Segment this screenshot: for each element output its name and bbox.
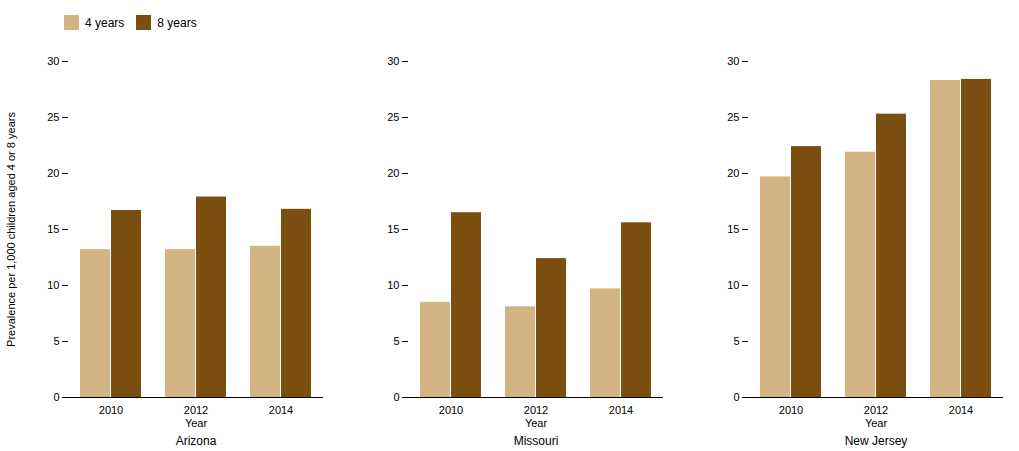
svg-text:New Jersey: New Jersey: [845, 434, 908, 448]
svg-text:0: 0: [733, 391, 739, 403]
svg-text:20: 20: [387, 167, 399, 179]
svg-text:Year: Year: [865, 417, 888, 429]
svg-text:2014: 2014: [609, 404, 633, 416]
svg-text:Arizona: Arizona: [176, 434, 217, 448]
svg-text:Prevalence per 1,000 children: Prevalence per 1,000 children aged 4 or …: [5, 112, 17, 347]
svg-text:10: 10: [47, 279, 59, 291]
svg-text:15: 15: [387, 223, 399, 235]
svg-text:0: 0: [53, 391, 59, 403]
svg-text:30: 30: [727, 55, 739, 67]
svg-text:2010: 2010: [99, 404, 123, 416]
svg-text:Year: Year: [525, 417, 548, 429]
svg-text:10: 10: [387, 279, 399, 291]
svg-text:Missouri: Missouri: [514, 434, 559, 448]
html-text:8 years: 8 years: [157, 15, 197, 30]
svg-text:5: 5: [733, 335, 739, 347]
html-text:4 years: 4 years: [85, 15, 125, 30]
svg-text:2010: 2010: [439, 404, 463, 416]
svg-text:2014: 2014: [949, 404, 973, 416]
svg-text:10: 10: [727, 279, 739, 291]
svg-text:Year: Year: [185, 417, 208, 429]
svg-text:25: 25: [47, 111, 59, 123]
svg-text:15: 15: [727, 223, 739, 235]
svg-text:5: 5: [53, 335, 59, 347]
svg-text:15: 15: [47, 223, 59, 235]
svg-text:20: 20: [47, 167, 59, 179]
svg-text:5: 5: [393, 335, 399, 347]
svg-text:20: 20: [727, 167, 739, 179]
svg-text:2014: 2014: [269, 404, 293, 416]
svg-text:30: 30: [47, 55, 59, 67]
svg-text:2012: 2012: [864, 404, 888, 416]
svg-text:25: 25: [727, 111, 739, 123]
svg-text:2010: 2010: [779, 404, 803, 416]
svg-text:25: 25: [387, 111, 399, 123]
svg-text:30: 30: [387, 55, 399, 67]
svg-text:0: 0: [393, 391, 399, 403]
svg-text:2012: 2012: [524, 404, 548, 416]
svg-text:2012: 2012: [184, 404, 208, 416]
